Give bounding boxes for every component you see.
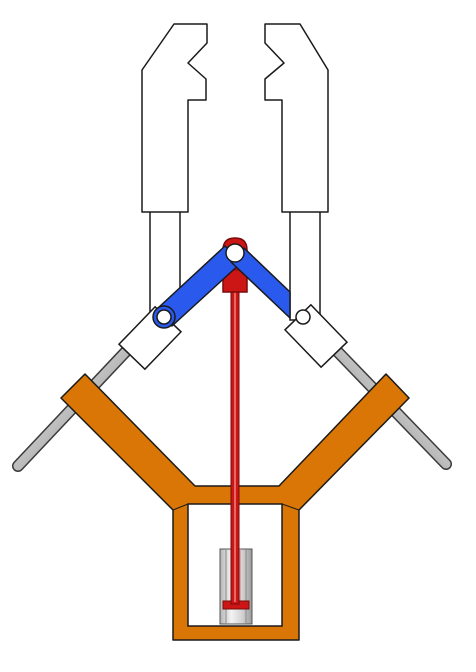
left-pin-joint bbox=[156, 309, 172, 325]
right-pin-joint bbox=[295, 309, 311, 325]
jaw-icon bbox=[141, 23, 208, 213]
pin-joint-icon bbox=[225, 243, 245, 263]
actuator-rod bbox=[230, 285, 240, 605]
